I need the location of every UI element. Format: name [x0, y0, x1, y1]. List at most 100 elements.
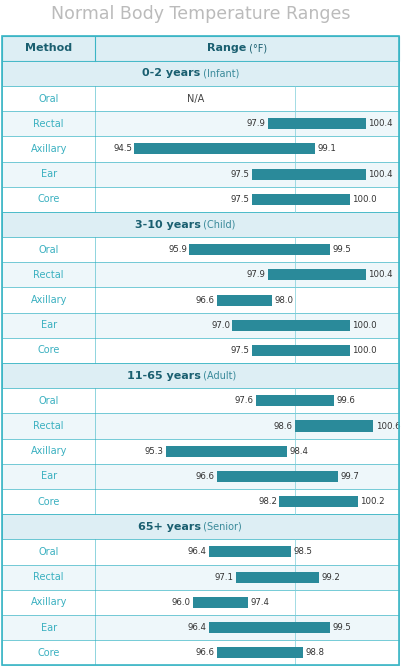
Bar: [2, 136, 399, 161]
Text: 99.7: 99.7: [340, 472, 359, 481]
Bar: [2, 514, 399, 540]
Text: Core: Core: [37, 345, 60, 355]
Text: 97.5: 97.5: [231, 169, 250, 179]
Text: 96.0: 96.0: [172, 598, 191, 607]
Text: (°F): (°F): [246, 43, 267, 53]
Bar: [2, 161, 399, 187]
Text: Ear: Ear: [41, 471, 57, 481]
Text: 99.6: 99.6: [337, 396, 356, 405]
Text: Core: Core: [37, 648, 60, 658]
Text: 94.5: 94.5: [113, 144, 132, 153]
Bar: [233, 320, 350, 331]
Text: 11-65 years: 11-65 years: [127, 371, 200, 380]
Text: 100.4: 100.4: [368, 270, 393, 280]
Bar: [2, 338, 399, 363]
Bar: [2, 489, 399, 514]
Text: 98.5: 98.5: [294, 548, 313, 556]
Text: 97.4: 97.4: [251, 598, 269, 607]
Text: 3-10 years: 3-10 years: [135, 220, 200, 230]
Text: 100.6: 100.6: [376, 421, 401, 431]
Bar: [2, 363, 399, 388]
Bar: [2, 86, 399, 111]
Text: 99.1: 99.1: [317, 144, 336, 153]
Text: Rectal: Rectal: [33, 572, 64, 582]
Text: Axillary: Axillary: [30, 597, 67, 607]
Text: 96.6: 96.6: [195, 472, 215, 481]
Text: 98.8: 98.8: [305, 648, 324, 657]
Bar: [217, 294, 271, 306]
Text: Axillary: Axillary: [30, 144, 67, 154]
Text: Core: Core: [37, 497, 60, 507]
Text: 95.9: 95.9: [168, 245, 187, 254]
Text: 98.4: 98.4: [290, 447, 309, 456]
Text: (Child): (Child): [200, 220, 236, 230]
Text: 100.4: 100.4: [368, 119, 393, 128]
Bar: [189, 244, 330, 255]
Bar: [256, 395, 334, 407]
Text: 98.2: 98.2: [258, 497, 277, 506]
Bar: [2, 590, 399, 615]
Text: Oral: Oral: [38, 93, 59, 103]
Text: Ear: Ear: [41, 169, 57, 179]
Text: Rectal: Rectal: [33, 421, 64, 431]
Bar: [2, 540, 399, 564]
Text: Range: Range: [207, 43, 246, 53]
Text: 98.0: 98.0: [274, 296, 293, 304]
Bar: [217, 471, 338, 482]
Bar: [268, 269, 366, 280]
Text: Ear: Ear: [41, 622, 57, 632]
Text: Core: Core: [37, 194, 60, 204]
Bar: [209, 546, 291, 558]
Bar: [134, 143, 315, 155]
Text: 100.0: 100.0: [352, 346, 377, 355]
Text: (Senior): (Senior): [200, 521, 242, 532]
Bar: [252, 194, 350, 205]
Text: 96.4: 96.4: [188, 623, 207, 632]
Bar: [2, 640, 399, 665]
Bar: [2, 564, 399, 590]
Bar: [2, 615, 399, 640]
Text: Axillary: Axillary: [30, 295, 67, 305]
Bar: [2, 312, 399, 338]
Text: 100.4: 100.4: [368, 169, 393, 179]
Text: Method: Method: [25, 43, 72, 53]
Bar: [2, 262, 399, 288]
Text: 97.9: 97.9: [247, 270, 265, 280]
Text: 97.5: 97.5: [231, 195, 250, 204]
Text: 97.9: 97.9: [247, 119, 265, 128]
Bar: [2, 237, 399, 262]
Text: 97.1: 97.1: [215, 573, 234, 582]
Text: 97.0: 97.0: [211, 321, 230, 330]
Bar: [166, 446, 287, 457]
Text: Rectal: Rectal: [33, 119, 64, 129]
Text: Normal Body Temperature Ranges: Normal Body Temperature Ranges: [51, 5, 350, 23]
Text: Oral: Oral: [38, 547, 59, 557]
Bar: [295, 421, 373, 431]
Text: 95.3: 95.3: [144, 447, 164, 456]
Bar: [2, 388, 399, 413]
Text: 99.5: 99.5: [333, 623, 352, 632]
Bar: [2, 36, 399, 60]
Bar: [279, 496, 358, 507]
Text: 100.0: 100.0: [352, 321, 377, 330]
Text: 100.0: 100.0: [352, 195, 377, 204]
Text: 98.6: 98.6: [274, 421, 293, 431]
Bar: [217, 647, 303, 659]
Text: 100.2: 100.2: [360, 497, 385, 506]
Bar: [2, 439, 399, 464]
Text: 96.6: 96.6: [195, 296, 215, 304]
Bar: [2, 212, 399, 237]
Bar: [2, 187, 399, 212]
Text: Ear: Ear: [41, 321, 57, 330]
Text: 99.2: 99.2: [321, 573, 340, 582]
Bar: [2, 111, 399, 136]
Bar: [193, 597, 248, 608]
Text: 96.6: 96.6: [195, 648, 215, 657]
Bar: [252, 169, 366, 179]
Bar: [2, 288, 399, 312]
Bar: [2, 413, 399, 439]
Bar: [252, 345, 350, 356]
Text: 97.6: 97.6: [235, 396, 253, 405]
Text: Oral: Oral: [38, 245, 59, 255]
Text: 96.4: 96.4: [188, 548, 207, 556]
